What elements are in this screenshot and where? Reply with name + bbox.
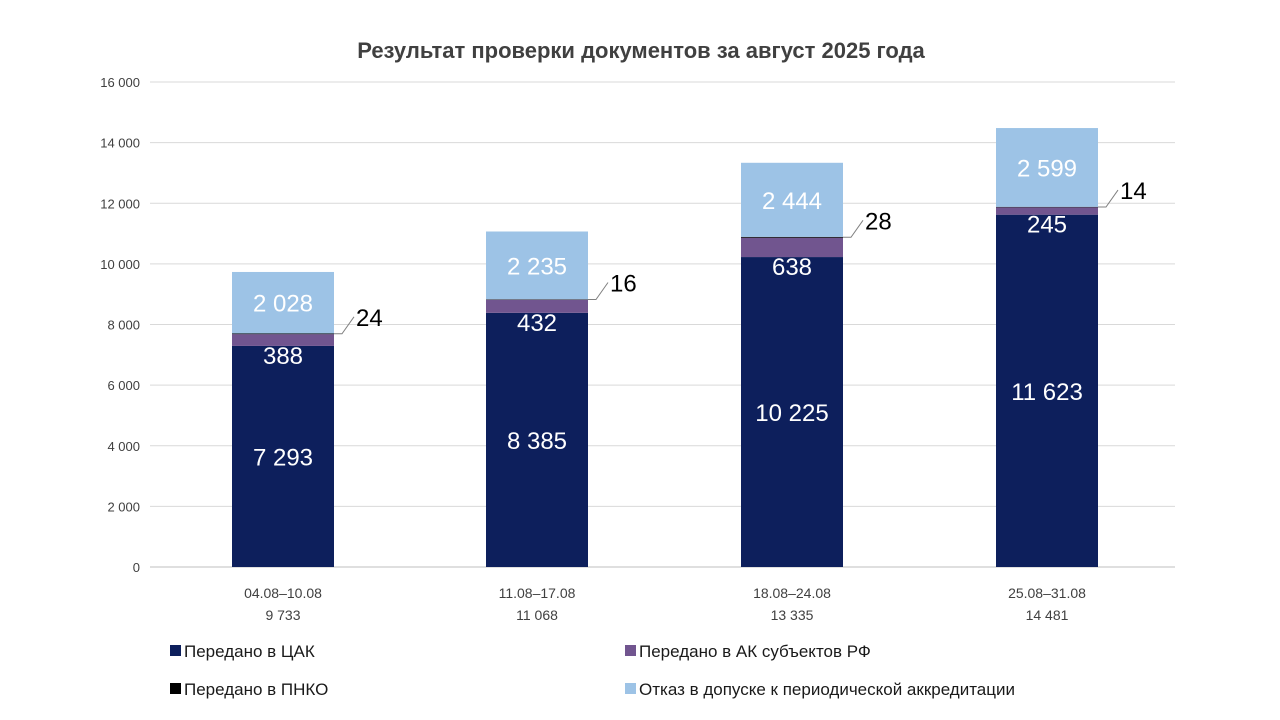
legend-swatch bbox=[625, 683, 636, 694]
data-label: 432 bbox=[517, 310, 557, 337]
bar-segment bbox=[996, 214, 1098, 568]
legend-label: Передано в ПНКО bbox=[184, 680, 328, 699]
data-label: 24 bbox=[356, 305, 383, 332]
x-category-total: 14 481 bbox=[1026, 607, 1069, 623]
bar-segment bbox=[996, 128, 1098, 207]
x-category-label: 04.08–10.08 bbox=[244, 585, 322, 601]
leader-line bbox=[334, 316, 355, 335]
data-label: 16 bbox=[610, 270, 637, 297]
legend-label: Передано в ЦАК bbox=[184, 642, 315, 661]
y-tick-label: 4 000 bbox=[107, 439, 140, 454]
bar-segment bbox=[996, 206, 1098, 208]
legend-swatch bbox=[625, 645, 636, 656]
data-label: 245 bbox=[1027, 212, 1067, 239]
bar-segment bbox=[741, 236, 843, 238]
x-category-label: 18.08–24.08 bbox=[753, 585, 831, 601]
bar-segment bbox=[741, 257, 843, 567]
x-axis: 04.08–10.08 9 733 11.08–17.08 11 068 18.08–2… bbox=[244, 585, 1086, 623]
bar-segment bbox=[486, 312, 588, 567]
y-tick-label: 16 000 bbox=[100, 75, 140, 90]
chart-title: Результат проверки документов за август … bbox=[357, 38, 925, 63]
bar-segment bbox=[741, 237, 843, 258]
data-label: 11 623 bbox=[1011, 379, 1083, 406]
bar-segment bbox=[486, 299, 588, 313]
bar-segment bbox=[486, 299, 588, 300]
x-category-total: 9 733 bbox=[265, 607, 300, 623]
data-label: 8 385 bbox=[507, 428, 567, 455]
y-tick-label: 12 000 bbox=[100, 196, 140, 211]
y-tick-label: 2 000 bbox=[107, 499, 140, 514]
x-category-total: 13 335 bbox=[771, 607, 814, 623]
data-label: 28 bbox=[865, 208, 892, 235]
data-label: 10 225 bbox=[755, 400, 828, 427]
y-tick-label: 6 000 bbox=[107, 378, 140, 393]
data-label: 7 293 bbox=[253, 444, 313, 471]
data-label: 14 bbox=[1120, 178, 1147, 205]
x-category-label: 25.08–31.08 bbox=[1008, 585, 1086, 601]
data-label: 2 444 bbox=[762, 188, 822, 215]
legend-swatch bbox=[170, 683, 181, 694]
data-label: 638 bbox=[772, 254, 812, 281]
y-axis: 0 2 000 4 000 6 000 8 000 10 000 12 000 14 000 1… bbox=[100, 75, 140, 575]
data-labels: 7 293 388 24 2 028 8 385 432 16 2 235 10 225 638 2… bbox=[253, 155, 1147, 471]
y-tick-label: 8 000 bbox=[107, 318, 140, 333]
data-label: 2 235 bbox=[507, 253, 567, 280]
bar-segment bbox=[232, 333, 334, 335]
bar-segment bbox=[232, 334, 334, 346]
data-label: 388 bbox=[263, 343, 303, 370]
data-label: 2 599 bbox=[1017, 155, 1077, 182]
y-tick-label: 14 000 bbox=[100, 136, 140, 151]
data-label: 2 028 bbox=[253, 291, 313, 318]
bar-segment bbox=[232, 271, 334, 334]
legend-swatch bbox=[170, 645, 181, 656]
bar-segment bbox=[232, 345, 334, 567]
bar-segment bbox=[996, 207, 1098, 215]
bar-segment bbox=[486, 231, 588, 300]
leader-line bbox=[843, 220, 864, 238]
leader-line bbox=[1098, 189, 1119, 208]
y-tick-label: 0 bbox=[133, 560, 140, 575]
legend-label: Передано в АК субъектов РФ bbox=[639, 642, 871, 661]
legend: Передано в ЦАК Передано в АК субъектов РФ… bbox=[170, 642, 1015, 699]
y-tick-label: 10 000 bbox=[100, 257, 140, 272]
x-category-total: 11 068 bbox=[516, 607, 558, 623]
legend-label: Отказ в допуске к периодической аккредит… bbox=[639, 680, 1015, 699]
x-category-label: 11.08–17.08 bbox=[499, 585, 576, 601]
leader-line bbox=[588, 282, 609, 300]
bar-segment bbox=[741, 162, 843, 237]
bars bbox=[232, 128, 1098, 568]
